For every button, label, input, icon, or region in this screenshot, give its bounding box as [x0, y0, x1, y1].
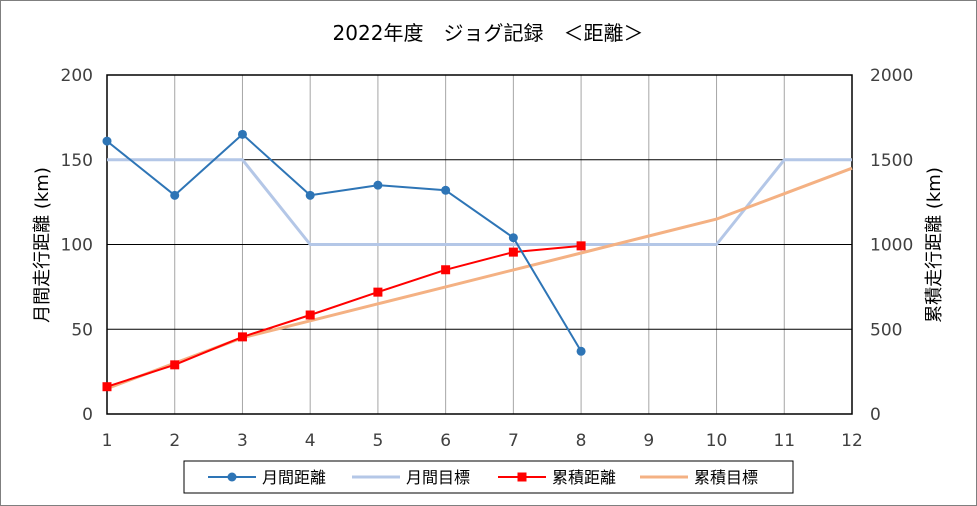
y2-tick-label: 500	[870, 320, 902, 340]
x-tick-label: 9	[643, 431, 654, 451]
series-line-3	[106, 244, 582, 388]
x-tick-label: 5	[372, 431, 383, 451]
data-point	[305, 310, 315, 320]
data-point	[441, 265, 451, 275]
y-axis-title: 月間走行距離 (km)	[32, 167, 53, 323]
y-tick-label: 50	[71, 320, 93, 340]
y-tick-label: 200	[61, 66, 93, 86]
y2-axis-title: 累積走行距離 (km)	[924, 167, 945, 323]
legend-box	[183, 460, 794, 494]
data-point	[508, 233, 518, 243]
data-point	[441, 185, 451, 195]
legend-marker	[517, 472, 527, 482]
data-point	[237, 129, 247, 139]
data-point	[170, 360, 180, 370]
x-tick-label: 11	[773, 431, 795, 451]
legend-label: 月間距離	[262, 468, 326, 487]
x-tick-label: 3	[237, 431, 248, 451]
y-tick-label: 0	[82, 405, 93, 425]
data-point	[373, 287, 383, 297]
plot-area-border	[106, 74, 853, 415]
data-point	[373, 180, 383, 190]
chart-title: 2022年度 ジョグ記録 ＜距離＞	[333, 21, 644, 45]
y2-tick-label: 2000	[870, 66, 913, 86]
legend: 月間距離 月間目標 累積距離 累積目標	[183, 460, 794, 494]
x-tick-label: 2	[169, 431, 180, 451]
data-point	[102, 136, 112, 146]
y-tick-label: 100	[61, 236, 93, 256]
series-line-4	[106, 166, 853, 391]
x-tick-label: 6	[440, 431, 451, 451]
data-point	[576, 241, 586, 251]
data-point	[576, 346, 586, 356]
legend-marker	[227, 472, 237, 482]
data-point	[237, 332, 247, 342]
series-line-2	[107, 158, 852, 246]
series-line-1	[106, 133, 582, 352]
legend-label: 月間目標	[406, 468, 470, 487]
x-tick-label: 8	[576, 431, 587, 451]
y-tick-label: 150	[61, 151, 93, 171]
data-point	[102, 382, 112, 392]
x-tick-label: 4	[305, 431, 316, 451]
x-tick-label: 1	[102, 431, 113, 451]
legend-label: 累積距離	[552, 468, 616, 487]
data-point	[508, 247, 518, 257]
series-layer	[102, 129, 853, 392]
x-tick-label: 7	[508, 431, 519, 451]
data-point	[305, 190, 315, 200]
x-tick-label: 12	[841, 431, 863, 451]
y2-tick-label: 0	[870, 405, 881, 425]
y2-tick-label: 1500	[870, 151, 913, 171]
data-point	[170, 190, 180, 200]
y2-tick-label: 1000	[870, 236, 913, 256]
legend-label: 累積目標	[694, 468, 758, 487]
x-tick-label: 10	[706, 431, 728, 451]
